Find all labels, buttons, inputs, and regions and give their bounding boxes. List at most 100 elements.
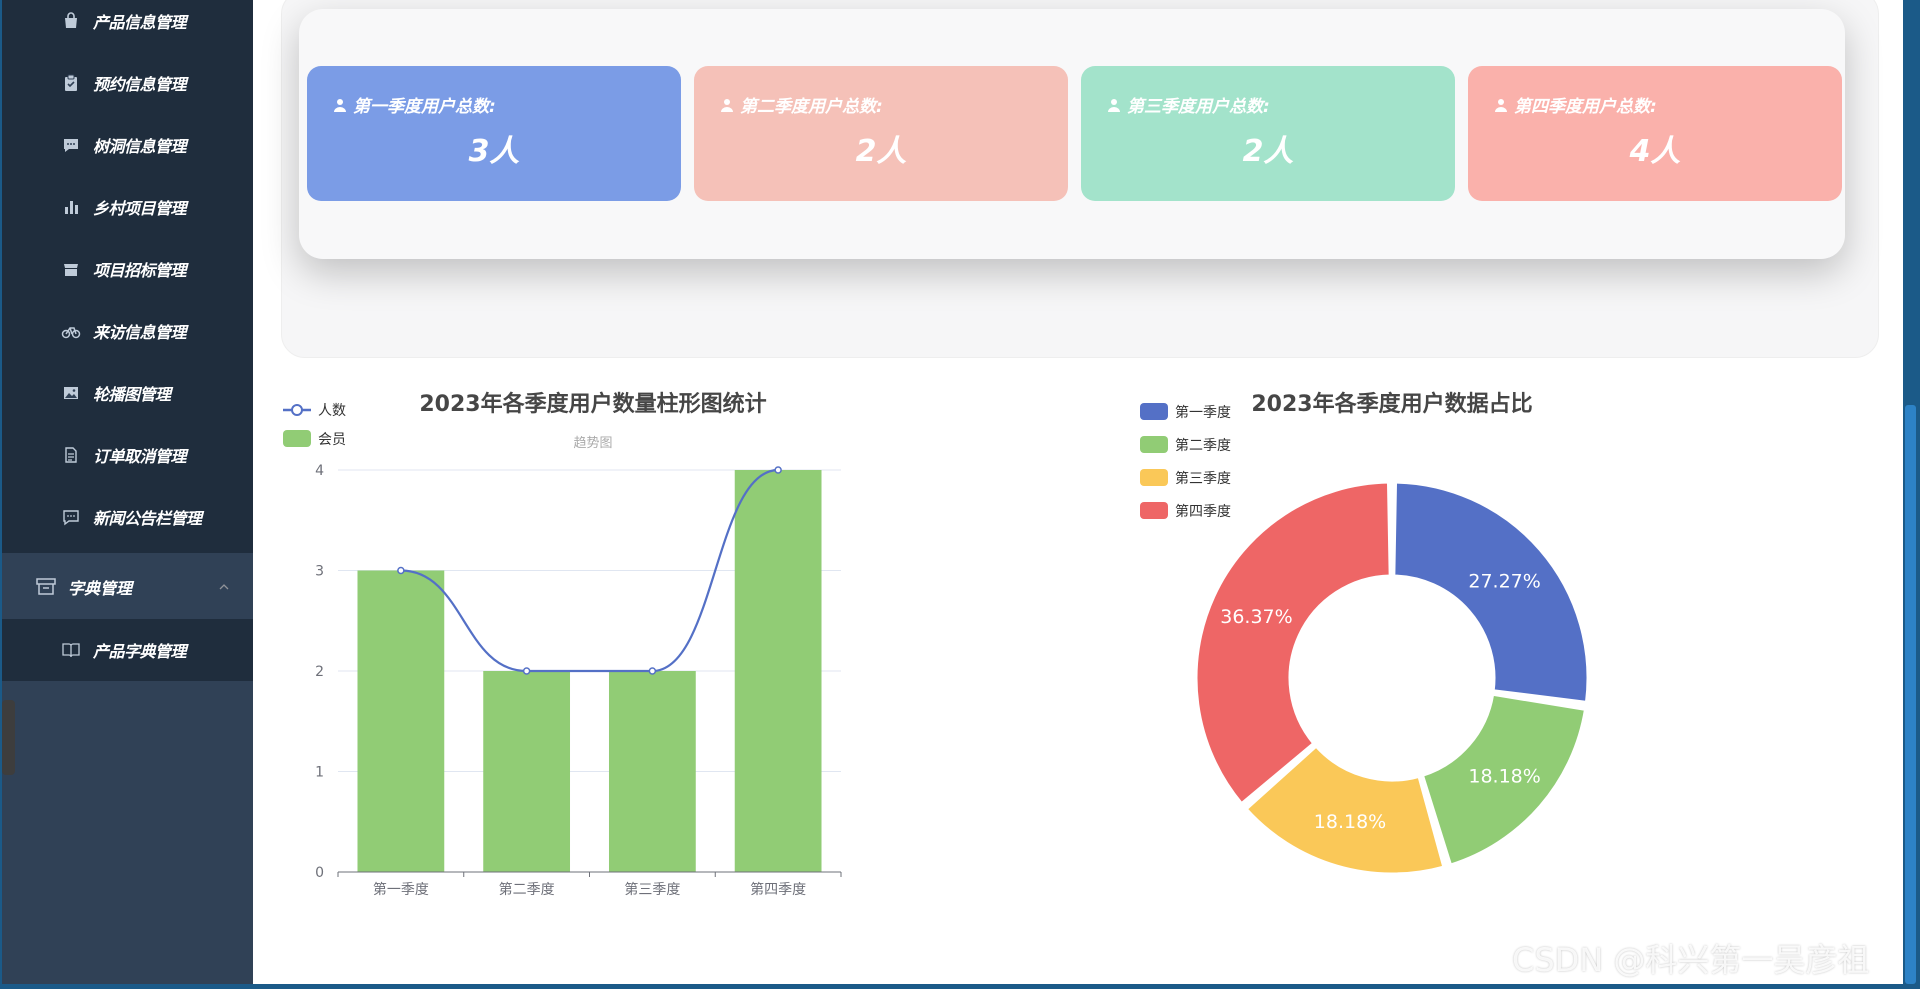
slice-percent-label: 18.18% (1314, 811, 1386, 833)
legend-label[interactable]: 第三季度 (1175, 470, 1231, 487)
y-tick-label: 1 (315, 765, 324, 781)
document-icon (61, 445, 81, 465)
sidebar-group-label: 字典管理 (68, 579, 133, 598)
sidebar-item-product-dictionary[interactable]: 产品字典管理 (2, 619, 253, 681)
sidebar-group-dictionary[interactable]: 字典管理 (2, 553, 253, 619)
donut-slice[interactable] (1420, 692, 1587, 867)
stat-card-q2: 第二季度用户总数: 2人 (694, 66, 1068, 201)
donut-chart-title: 2023年各季度用户数据占比 (1251, 391, 1532, 417)
y-tick-label: 2 (315, 664, 324, 680)
y-tick-label: 0 (315, 865, 324, 881)
y-tick-label: 4 (315, 463, 324, 479)
book-icon (61, 640, 81, 660)
shopping-bag-icon (61, 11, 81, 31)
donut-slice[interactable] (1194, 480, 1392, 806)
sidebar-item-label: 订单取消管理 (93, 447, 187, 466)
bicycle-icon (61, 321, 81, 341)
user-icon (334, 98, 346, 112)
slice-percent-label: 36.37% (1220, 606, 1292, 628)
stat-card-q3: 第三季度用户总数: 2人 (1081, 66, 1455, 201)
stats-box: 第一季度用户总数: 3人 第二季度用户总数: 2人 第三季度用户总数: 2人 (299, 9, 1845, 259)
stat-card-title: 第二季度用户总数: (740, 97, 883, 117)
sidebar-scrollbar[interactable] (2, 700, 15, 775)
bar[interactable] (608, 671, 696, 872)
sidebar: 产品信息管理 预约信息管理 树洞信息管理 乡村项目管理 项目招标管理 (2, 0, 253, 984)
bar[interactable] (734, 470, 822, 872)
y-tick-label: 3 (315, 564, 324, 580)
submenu-background (2, 619, 253, 681)
stat-card-title: 第四季度用户总数: (1514, 97, 1657, 117)
sidebar-item-appointment-info[interactable]: 预约信息管理 (2, 52, 253, 114)
x-tick-label: 第一季度 (373, 881, 429, 898)
donut-slice[interactable] (1244, 744, 1446, 876)
stat-card-value: 3人 (468, 134, 520, 169)
stat-card-value: 4人 (1629, 134, 1681, 169)
legend-label[interactable]: 第一季度 (1175, 404, 1231, 421)
sidebar-item-label: 来访信息管理 (93, 323, 187, 342)
slice-percent-label: 18.18% (1468, 766, 1540, 788)
legend-label[interactable]: 会员 (318, 432, 346, 448)
sidebar-item-label: 轮播图管理 (93, 385, 171, 404)
user-icon (721, 98, 733, 112)
chevron-up-icon (217, 579, 231, 593)
line-point[interactable] (648, 667, 657, 675)
bar[interactable] (357, 570, 445, 873)
stat-card-value: 2人 (1242, 134, 1294, 169)
bar-chart-title: 2023年各季度用户数量柱形图统计 (419, 391, 766, 417)
sidebar-item-treehole-info[interactable]: 树洞信息管理 (2, 114, 253, 176)
scrollbar-thumb[interactable] (1905, 405, 1916, 984)
watermark: CSDN @科兴第一吴彦祖 (1512, 941, 1870, 979)
clipboard-check-icon (61, 73, 81, 93)
donut-slice[interactable] (1392, 480, 1590, 704)
sidebar-item-order-cancel[interactable]: 订单取消管理 (2, 424, 253, 486)
legend-marker (1140, 436, 1168, 453)
x-tick-label: 第四季度 (750, 881, 806, 898)
legend-label[interactable]: 第二季度 (1175, 437, 1231, 454)
image-icon (61, 383, 81, 403)
stat-card-value: 2人 (855, 134, 907, 169)
submenu-background (2, 0, 253, 553)
bar[interactable] (483, 671, 571, 872)
stat-card-q1: 第一季度用户总数: 3人 (307, 66, 681, 201)
user-icon (1495, 98, 1507, 112)
line-point[interactable] (397, 566, 405, 575)
sidebar-item-visitor-info[interactable]: 来访信息管理 (2, 300, 253, 362)
page-scrollbar[interactable] (1903, 0, 1918, 984)
user-icon (1108, 98, 1120, 112)
sidebar-item-label: 树洞信息管理 (93, 137, 187, 156)
legend-marker (1140, 502, 1168, 519)
sidebar-item-project-bidding[interactable]: 项目招标管理 (2, 238, 253, 300)
bar-chart-subtitle: 趋势图 (573, 435, 612, 451)
sidebar-item-label: 产品字典管理 (93, 642, 187, 661)
legend-line-marker (291, 404, 303, 416)
line-point[interactable] (774, 466, 782, 474)
line-point[interactable] (522, 667, 531, 675)
sidebar-item-product-info[interactable]: 产品信息管理 (2, 0, 253, 52)
line-series (400, 468, 779, 673)
bar-chart-icon (61, 197, 81, 217)
legend-marker (1140, 403, 1168, 420)
x-tick-label: 第三季度 (624, 881, 680, 898)
x-tick-label: 第二季度 (499, 881, 555, 898)
sidebar-item-village-project[interactable]: 乡村项目管理 (2, 176, 253, 238)
sidebar-item-label: 产品信息管理 (93, 13, 187, 32)
sidebar-item-label: 乡村项目管理 (93, 199, 187, 218)
main-content: 第一季度用户总数: 3人 第二季度用户总数: 2人 第三季度用户总数: 2人 (253, 0, 1903, 984)
sidebar-item-carousel[interactable]: 轮播图管理 (2, 362, 253, 424)
stat-card-title: 第一季度用户总数: (353, 97, 496, 117)
legend-label[interactable]: 人数 (318, 403, 346, 419)
stat-card-q4: 第四季度用户总数: 4人 (1468, 66, 1842, 201)
sidebar-item-label: 项目招标管理 (93, 261, 187, 280)
archive-icon (35, 575, 57, 597)
sidebar-item-label: 预约信息管理 (93, 75, 187, 94)
legend-marker (1140, 469, 1168, 486)
store-icon (61, 259, 81, 279)
sidebar-item-news-bulletin[interactable]: 新闻公告栏管理 (2, 486, 253, 548)
slice-percent-label: 27.27% (1468, 570, 1540, 592)
legend-label[interactable]: 第四季度 (1175, 503, 1231, 520)
sidebar-item-label: 新闻公告栏管理 (93, 509, 202, 528)
legend-bar-marker (283, 430, 311, 447)
